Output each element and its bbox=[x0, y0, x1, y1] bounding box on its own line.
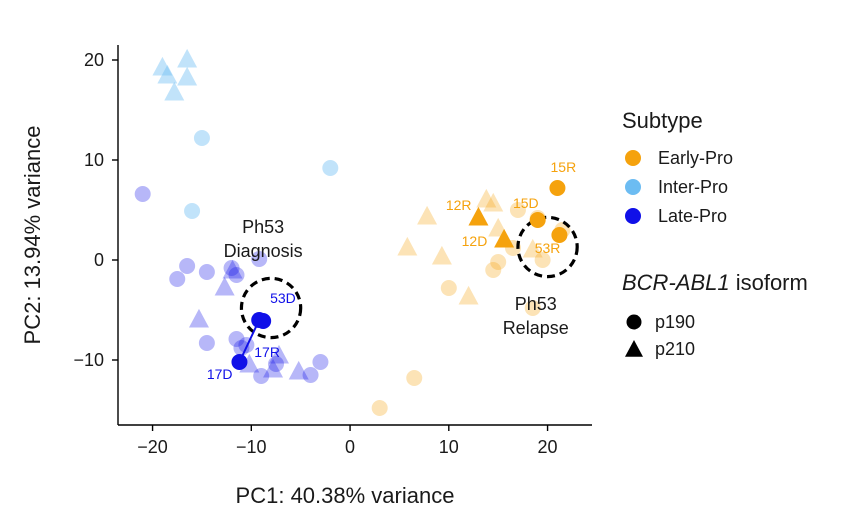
point-label-12d: 12D bbox=[462, 233, 488, 249]
late-pro-point bbox=[288, 360, 309, 380]
legend-label-inter-pro: Inter-Pro bbox=[658, 177, 728, 197]
late-pro-point bbox=[302, 367, 319, 383]
y-tick-label: 20 bbox=[84, 50, 104, 70]
early-pro-point bbox=[476, 188, 497, 208]
x-tick-label: −10 bbox=[236, 437, 267, 457]
annotation-text: Relapse bbox=[503, 318, 569, 338]
early-pro-point bbox=[397, 236, 418, 256]
late-pro-point bbox=[198, 264, 215, 280]
axes-group: −20 −10 0 10 20 20 10 0 −10 PC1: 40.38% variance P… bbox=[20, 45, 592, 508]
legend-swatch-inter-pro bbox=[625, 179, 641, 195]
inter-pro-point bbox=[177, 66, 198, 86]
late-pro-point bbox=[263, 358, 284, 378]
late-pro-point bbox=[169, 271, 186, 287]
late-pro-point bbox=[134, 186, 151, 202]
inter-pro-point bbox=[322, 160, 339, 176]
y-tick-label: 10 bbox=[84, 150, 104, 170]
x-tick-label: −20 bbox=[137, 437, 168, 457]
legend-isoform-suffix: isoform bbox=[730, 270, 808, 295]
early-pro-point bbox=[406, 370, 423, 386]
legend-swatch-late-pro bbox=[625, 208, 641, 224]
early-pro-point bbox=[509, 202, 526, 218]
early-pro-point bbox=[371, 400, 388, 416]
early-pro-point bbox=[417, 205, 438, 225]
late-pro-point bbox=[222, 259, 243, 279]
late-pro-point bbox=[253, 368, 270, 384]
highlighted-point-53r bbox=[551, 227, 568, 243]
point-label-53r: 53R bbox=[535, 240, 561, 256]
early-pro-point bbox=[524, 300, 541, 316]
highlighted-point-12d bbox=[494, 228, 515, 248]
point-label-15d: 15D bbox=[513, 195, 539, 211]
dashed-highlight-circle bbox=[239, 276, 303, 340]
legend-label-early-pro: Early-Pro bbox=[658, 148, 733, 168]
x-tick-label: 10 bbox=[439, 437, 459, 457]
x-axis-title: PC1: 40.38% variance bbox=[236, 483, 455, 508]
inter-pro-point bbox=[164, 81, 185, 101]
early-pro-point bbox=[490, 254, 507, 270]
late-pro-point bbox=[179, 258, 196, 274]
late-pro-point bbox=[233, 340, 250, 356]
highlighted-points-group: 15R 15D 12R 12D 53R 53D 17R 17D bbox=[207, 159, 576, 382]
highlighted-point-17r bbox=[251, 312, 268, 328]
inter-pro-point bbox=[184, 203, 201, 219]
legend-label-late-pro: Late-Pro bbox=[658, 206, 727, 226]
y-tick-label: −10 bbox=[73, 350, 104, 370]
point-label-17r: 17R bbox=[254, 344, 280, 360]
highlighted-point-17d bbox=[231, 354, 248, 370]
x-tick-label: 20 bbox=[538, 437, 558, 457]
legend-isoform-title: BCR-ABL1 isoform bbox=[622, 270, 808, 295]
legend-isoform-label: p210 bbox=[655, 339, 695, 359]
y-axis-title: PC2: 13.94% variance bbox=[20, 126, 45, 345]
late-pro-point bbox=[188, 308, 209, 328]
point-label-53d: 53D bbox=[270, 290, 296, 306]
legend-isoform-gene: BCR-ABL1 bbox=[622, 270, 730, 295]
late-pro-point bbox=[198, 335, 215, 351]
late-pro-point bbox=[251, 251, 268, 267]
inter-pro-point bbox=[157, 64, 178, 84]
legend-swatch-early-pro bbox=[625, 150, 641, 166]
highlighted-point-15r bbox=[549, 180, 566, 196]
point-label-12r: 12R bbox=[446, 197, 472, 213]
highlighted-point-15d bbox=[529, 212, 546, 228]
late-pro-point bbox=[228, 267, 245, 283]
annotation-text: Diagnosis bbox=[224, 241, 303, 261]
inter-pro-point bbox=[152, 56, 173, 76]
early-pro-point bbox=[522, 238, 543, 258]
inter-pro-point bbox=[177, 48, 198, 68]
late-pro-point bbox=[223, 260, 240, 276]
legend-shape-circle bbox=[626, 314, 642, 330]
highlight-circles-group bbox=[239, 215, 579, 340]
early-pro-point bbox=[431, 245, 452, 265]
early-pro-point bbox=[534, 252, 551, 268]
annotation-text: Ph53 bbox=[242, 217, 284, 237]
y-tick-label: 0 bbox=[94, 250, 104, 270]
legend-isoform-label: p190 bbox=[655, 312, 695, 332]
late-pro-point bbox=[214, 276, 235, 296]
legend-subtype-title: Subtype bbox=[622, 108, 703, 133]
point-label-15r: 15R bbox=[551, 159, 577, 175]
late-pro-point bbox=[312, 354, 329, 370]
inter-pro-point bbox=[193, 130, 210, 146]
x-tick-label: 0 bbox=[345, 437, 355, 457]
early-pro-point bbox=[458, 285, 479, 305]
highlighted-point-12r bbox=[468, 206, 489, 226]
early-pro-point bbox=[440, 280, 457, 296]
late-pro-point bbox=[268, 356, 284, 372]
legend-group: Subtype Early-Pro Inter-Pro Late-Pro BCR-ABL… bbox=[622, 108, 808, 359]
early-pro-point bbox=[483, 192, 504, 212]
dashed-highlight-circle bbox=[516, 215, 579, 279]
annotation-text: Ph53 bbox=[515, 294, 557, 314]
early-pro-point bbox=[485, 262, 502, 278]
annotations-group: Ph53 Diagnosis Ph53 Relapse bbox=[224, 217, 569, 338]
late-pro-point bbox=[268, 344, 289, 364]
point-label-17d: 17D bbox=[207, 366, 233, 382]
faded-points-group bbox=[134, 48, 571, 416]
late-pro-point bbox=[228, 331, 245, 347]
legend-shape-triangle bbox=[625, 339, 643, 357]
